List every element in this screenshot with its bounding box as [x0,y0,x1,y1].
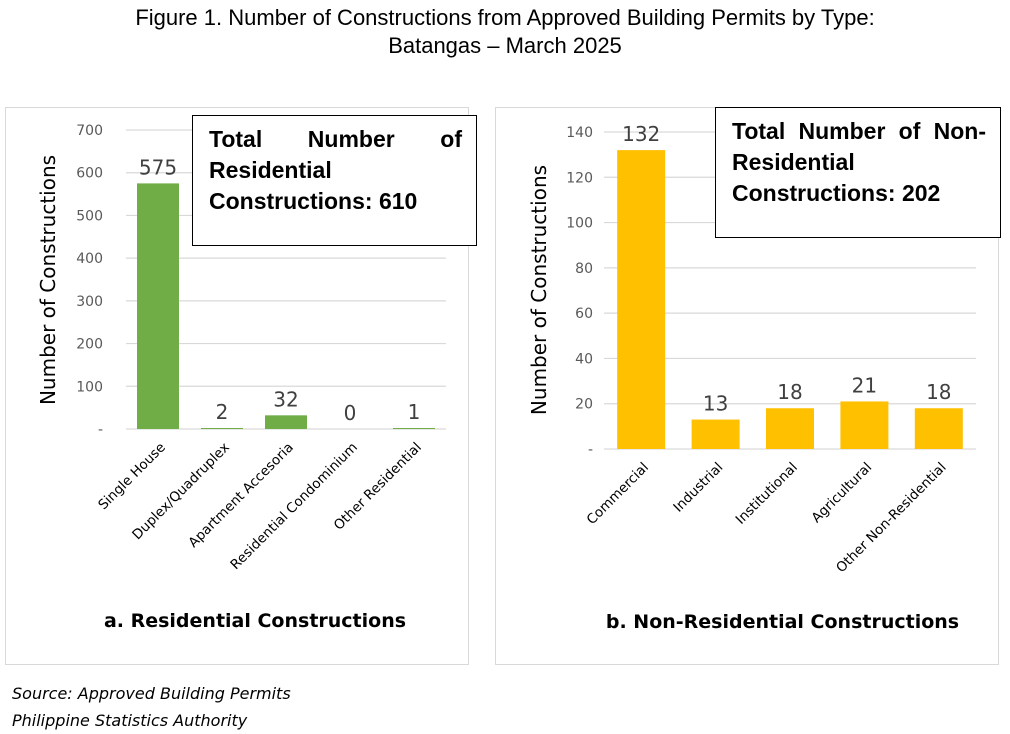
non-residential-y-tick-label: 80 [575,261,593,277]
non-residential-data-label: 13 [703,392,728,416]
non-residential-y-tick-label: 140 [566,125,593,141]
non-residential-bar [914,408,963,449]
non-residential-bar [840,401,889,449]
residential-bar [393,428,435,429]
non-residential-chart-title: b. Non-Residential Constructions [605,611,960,633]
residential-y-tick-label: 200 [76,337,103,353]
non-residential-data-label: 18 [926,380,951,404]
residential-data-label: 575 [139,155,177,179]
source-line-2: Philippine Statistics Authority [12,711,248,730]
non-residential-total-annotation: Total Number of Non-Residential Construc… [715,107,1001,238]
residential-bar [201,428,243,429]
non-residential-y-tick-label: 120 [566,170,593,186]
non-residential-y-tick-label: 40 [575,351,593,367]
figure-title-line-1: Figure 1. Number of Constructions from A… [135,5,875,30]
residential-y-axis-label: Number of Constructions [36,155,60,405]
residential-y-tick-label: 700 [76,123,103,139]
residential-y-tick-label: 300 [76,294,103,310]
non-residential-category-label: Agricultural [809,460,876,527]
residential-chart-title: a. Residential Constructions [103,610,407,632]
residential-total-annotation: Total Number of Residential Construction… [192,115,477,246]
non-residential-category-label: Institutional [733,460,801,528]
figure-title: Figure 1. Number of Constructions from A… [0,4,1010,60]
non-residential-bar [617,150,666,449]
non-residential-category-label: Commercial [584,460,652,528]
non-residential-y-axis-label: Number of Constructions [527,165,551,415]
residential-y-tick-label: 500 [76,208,103,224]
residential-bar [137,183,179,429]
residential-y-tick-label: 600 [76,166,103,182]
non-residential-bar [691,419,740,449]
residential-category-label: Residential Condominium [227,440,360,573]
non-residential-y-tick-label: 60 [575,306,593,322]
residential-data-label: 1 [408,400,421,424]
non-residential-y-tick-label: 20 [575,397,593,413]
non-residential-category-label: Industrial [670,460,726,516]
source-note: Source: Approved Building Permits Philip… [12,680,291,734]
non-residential-data-label: 132 [622,122,660,146]
non-residential-bar [766,408,814,449]
residential-category-label: Apartment Accesoria [185,440,296,551]
residential-data-label: 32 [273,387,298,411]
source-line-1: Source: Approved Building Permits [12,684,291,703]
residential-data-label: 2 [216,400,229,424]
non-residential-data-label: 18 [777,380,802,404]
residential-y-tick-label: 400 [76,251,103,267]
non-residential-y-tick-label: 100 [566,216,593,232]
residential-y-tick-label: 100 [76,379,103,395]
residential-y-tick-label: - [98,422,103,438]
figure-title-line-2: Batangas – March 2025 [388,33,622,58]
residential-data-label: 0 [344,401,357,425]
residential-bar [265,415,307,429]
non-residential-data-label: 21 [852,373,877,397]
non-residential-y-tick-label: - [588,442,593,458]
